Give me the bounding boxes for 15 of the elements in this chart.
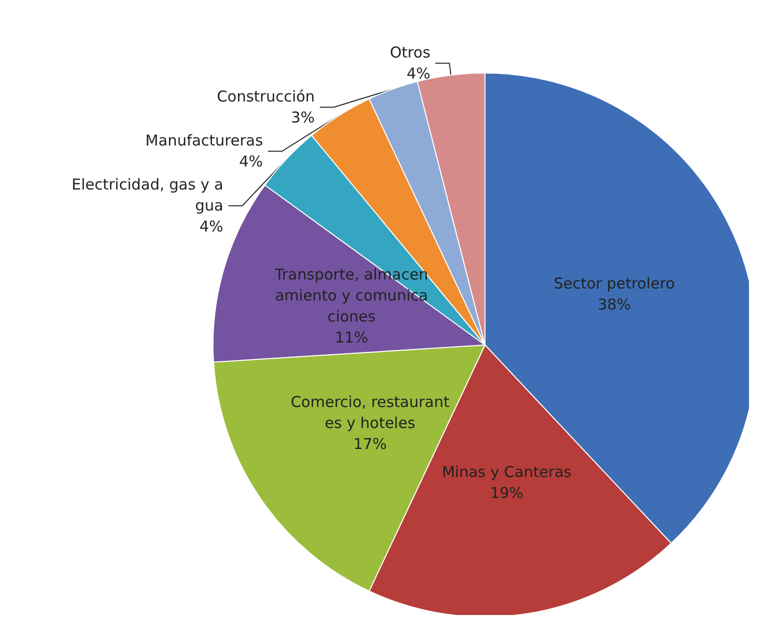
slice-label: Construcción	[216, 88, 315, 106]
slice-label: Electricidad, gas y agua	[72, 176, 224, 215]
data-label: 4%	[239, 152, 263, 171]
slice-label: Comercio, restaurantes y hoteles	[290, 393, 450, 432]
data-label: 17%	[353, 435, 387, 454]
data-label: 4%	[200, 218, 224, 236]
slice-label: Manufactureras	[145, 132, 264, 150]
slice-label: Minas y Canteras	[442, 462, 572, 481]
slice-label: Otros	[390, 44, 431, 62]
slice-label: Sector petrolero	[554, 274, 675, 292]
data-label: 4%	[406, 64, 430, 83]
data-label: 38%	[598, 295, 631, 314]
data-label: 3%	[291, 108, 315, 127]
data-label: 19%	[490, 484, 524, 502]
data-label: 11%	[334, 328, 368, 347]
